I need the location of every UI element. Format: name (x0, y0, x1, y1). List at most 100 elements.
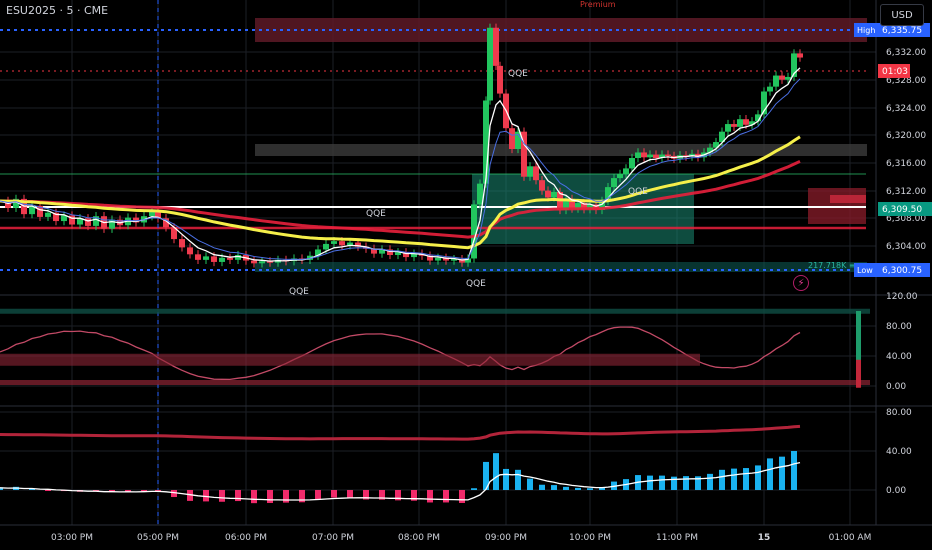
macd-bar (347, 490, 353, 498)
oscillator-baseline-band (0, 380, 870, 385)
candle-body (179, 239, 185, 248)
ema-blue-line (0, 78, 801, 260)
time-tick: 11:00 PM (656, 533, 698, 543)
candle-body (629, 158, 635, 169)
low-tag-label-bg (854, 263, 878, 277)
candle-body (587, 204, 593, 210)
time-tick: 08:00 PM (398, 533, 440, 543)
macd-bar (471, 488, 477, 490)
candle-body (465, 258, 471, 263)
candle-body (737, 119, 743, 127)
candle-body (13, 198, 19, 208)
candle-body (323, 243, 329, 250)
symbol-title[interactable]: ESU2025 · 5 · CME (6, 4, 109, 17)
macd-bar (411, 490, 417, 501)
candle-body (259, 261, 265, 264)
candle-body (605, 187, 611, 201)
candle-body (725, 124, 731, 132)
indicator-tick: 120.00 (886, 292, 918, 302)
macd-bar (743, 468, 749, 490)
candle-body (451, 259, 457, 261)
oscillator-histogram-up (856, 311, 861, 361)
candle-body (731, 124, 737, 127)
candle-body (497, 65, 503, 94)
oscillator-histogram-down (856, 359, 861, 388)
candle-body (427, 255, 433, 261)
high-price-tag: 6,335.75 (882, 26, 922, 36)
macd-bar (755, 465, 761, 490)
candle-body (483, 100, 489, 184)
candle-body (171, 227, 177, 240)
currency-button[interactable]: USD (880, 4, 924, 26)
candle-body (767, 86, 773, 92)
macd-bar (459, 490, 465, 503)
candle-body (785, 76, 791, 80)
candle-body (459, 259, 465, 263)
macd-bar (203, 490, 209, 502)
macd-bar (171, 490, 177, 498)
candle-body (509, 128, 515, 149)
candle-body (635, 152, 641, 159)
macd-bar (563, 486, 569, 490)
candle-body (743, 119, 749, 125)
candle-body (599, 200, 605, 210)
ema-fast-line (0, 67, 801, 262)
premium-label: Premium (580, 0, 616, 9)
oscillator-band (0, 353, 700, 366)
candle-body (623, 168, 629, 174)
candle-body (187, 247, 193, 255)
indicator-tick: 80.00 (886, 322, 912, 332)
macd-bar (731, 468, 737, 490)
countdown-tag-bg (878, 64, 910, 78)
candle-body (533, 166, 539, 181)
macd-bar (29, 488, 35, 490)
candle-body (749, 121, 755, 125)
oscillator-pane (0, 308, 870, 388)
macd-bar (267, 490, 273, 503)
macd-signal-line (0, 461, 801, 501)
indicator-tick: 0.00 (886, 382, 906, 392)
low-price-tag-bg (878, 263, 930, 277)
candle-body (45, 212, 51, 217)
high-tag-label-bg (854, 23, 878, 37)
macd-bar (493, 453, 499, 490)
macd-bar (379, 490, 385, 500)
candle-body (575, 203, 581, 209)
price-tick: 6,308.00 (886, 214, 926, 224)
candle-body (641, 152, 647, 158)
price-tick: 6,332.00 (886, 48, 926, 58)
macd-bar (683, 476, 689, 490)
macd-bar (791, 451, 797, 490)
macd-bar (187, 490, 193, 501)
price-tick: 6,304.00 (886, 242, 926, 252)
macd-bar (283, 490, 289, 503)
moving-averages (0, 67, 801, 262)
macd-bar (767, 458, 773, 490)
macd-bar (141, 490, 147, 492)
price-tick: 6,324.00 (886, 104, 926, 114)
candle-body (487, 27, 493, 101)
macd-ribbon (0, 424, 801, 441)
oscillator-top-band (0, 308, 870, 314)
candle-body (331, 241, 337, 244)
time-tick: 05:00 PM (137, 533, 179, 543)
candle-body (611, 178, 617, 188)
lightning-icon[interactable]: ⚡ (793, 275, 809, 291)
price-tick: 6,328.00 (886, 76, 926, 86)
candle-body (37, 205, 43, 217)
high-price-tag-bg (878, 23, 930, 37)
candle-body (203, 256, 209, 260)
macd-bar (515, 469, 521, 490)
time-tick: 03:00 PM (51, 533, 93, 543)
candle-body (339, 241, 345, 246)
qqe-label: QQE (508, 69, 528, 79)
candle-body (761, 91, 767, 115)
candle-body (563, 198, 569, 210)
macd-bar (331, 490, 337, 498)
countdown-tag: 01:03 (882, 67, 908, 77)
time-tick: 15 (758, 533, 771, 543)
candle-body (211, 256, 217, 262)
candle-body (61, 215, 67, 222)
candle-body (569, 198, 575, 209)
